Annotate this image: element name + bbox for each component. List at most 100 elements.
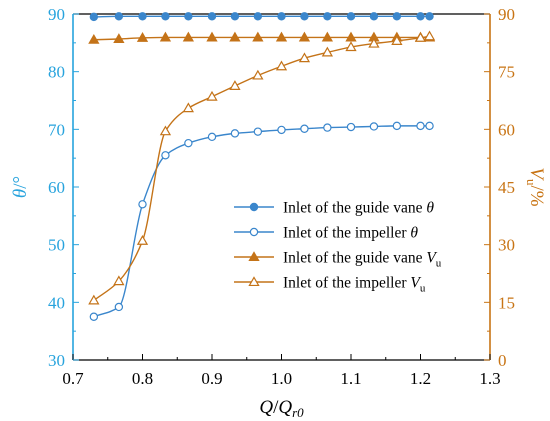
left-y-tick-label: 40 xyxy=(48,293,65,312)
right-y-tick-label: 90 xyxy=(498,5,515,24)
data-point xyxy=(345,41,357,52)
data-point xyxy=(416,12,425,21)
data-point xyxy=(391,35,403,45)
data-point xyxy=(323,12,332,21)
data-point xyxy=(252,69,264,80)
right-axis-title: Vu/% xyxy=(524,167,547,206)
right-y-tick-label: 15 xyxy=(498,293,515,312)
data-point xyxy=(138,200,147,209)
data-point xyxy=(206,31,218,42)
data-point xyxy=(114,12,124,21)
legend-marker xyxy=(248,276,260,287)
x-tick-label: 0.8 xyxy=(132,369,153,388)
data-point xyxy=(277,125,286,135)
data-point xyxy=(207,12,217,21)
series-3 xyxy=(88,31,436,44)
data-point xyxy=(182,102,195,113)
left-y-tick-label: 60 xyxy=(48,178,65,197)
data-point xyxy=(114,302,124,312)
data-point xyxy=(253,127,263,136)
data-point xyxy=(182,31,195,42)
data-point xyxy=(113,275,125,286)
x-tick-label: 1.0 xyxy=(271,369,292,388)
right-y-tick-label: 60 xyxy=(498,120,515,139)
legend-label: Inlet of the guide vane Vu xyxy=(283,250,442,270)
data-point xyxy=(138,12,147,21)
series-4 xyxy=(88,30,436,305)
x-tick-label: 0.9 xyxy=(201,369,222,388)
legend: Inlet of the guide vane θ Inlet of the im… xyxy=(234,200,442,295)
data-point xyxy=(230,12,240,21)
right-y-tick-label: 75 xyxy=(498,63,515,82)
left-y-tick-label: 50 xyxy=(48,236,65,255)
legend-item: Inlet of the impeller Vu xyxy=(234,275,426,295)
data-point xyxy=(88,294,100,305)
series-line xyxy=(93,35,430,301)
data-point xyxy=(161,12,170,21)
data-point xyxy=(423,30,436,41)
legend-marker xyxy=(248,251,260,262)
right-y-tick-label: 0 xyxy=(498,351,507,370)
legend-item: Inlet of the guide vane θ xyxy=(234,200,434,217)
data-point xyxy=(230,129,240,138)
data-point xyxy=(206,90,218,101)
data-point xyxy=(368,37,380,48)
left-y-tick-label: 80 xyxy=(48,63,65,82)
data-point xyxy=(229,80,241,90)
data-point xyxy=(345,31,357,42)
legend-marker xyxy=(249,227,259,237)
data-point xyxy=(369,122,379,131)
right-y-tick-label: 45 xyxy=(498,178,515,197)
left-y-tick-label: 90 xyxy=(48,5,65,24)
x-tick-label: 1.1 xyxy=(340,369,361,388)
data-point xyxy=(300,124,309,133)
data-point xyxy=(346,122,356,132)
data-point xyxy=(113,33,125,44)
data-point xyxy=(425,12,434,21)
legend-label: Inlet of the impeller θ xyxy=(283,225,418,242)
data-point xyxy=(414,32,427,42)
data-point xyxy=(323,123,332,132)
axes: 0.7 0.8 0.9 1.0 1.1 1.2 1.3 30 40 50 60 70 80 90 0 15 30… xyxy=(10,5,547,420)
data-point xyxy=(369,12,379,21)
x-tick-label: 1.2 xyxy=(410,369,431,388)
data-point xyxy=(298,52,311,63)
data-point xyxy=(89,12,99,22)
data-point xyxy=(346,12,356,21)
data-point xyxy=(321,46,334,57)
data-point xyxy=(298,31,311,42)
data-point xyxy=(275,31,288,42)
left-y-tick-label: 30 xyxy=(48,351,65,370)
data-point xyxy=(159,31,172,42)
data-point xyxy=(392,121,402,131)
data-point xyxy=(207,132,217,142)
x-axis-title: Q/Qr0 xyxy=(259,397,304,420)
data-point xyxy=(89,312,99,321)
data-point xyxy=(161,151,170,160)
legend-item: Inlet of the impeller θ xyxy=(234,225,418,242)
data-point xyxy=(184,138,193,148)
x-tick-label: 0.7 xyxy=(62,369,84,388)
data-point xyxy=(184,12,193,21)
data-point xyxy=(229,31,241,42)
data-point xyxy=(88,33,100,44)
data-point xyxy=(159,125,172,136)
series-line xyxy=(93,15,430,18)
data-point xyxy=(275,60,288,71)
series-group xyxy=(88,12,436,321)
series-2 xyxy=(89,121,434,321)
data-point xyxy=(252,31,264,42)
data-point xyxy=(416,121,425,131)
legend-label: Inlet of the guide vane θ xyxy=(283,200,434,217)
data-point xyxy=(321,31,334,42)
right-y-tick-label: 30 xyxy=(498,236,515,255)
left-axis-title: θ/° xyxy=(10,176,31,198)
legend-label: Inlet of the impeller Vu xyxy=(283,275,426,295)
series-line xyxy=(93,36,430,41)
data-point xyxy=(392,12,402,21)
x-tick-label: 1.3 xyxy=(479,369,500,388)
data-point xyxy=(277,12,286,21)
series-1 xyxy=(89,12,434,22)
legend-item: Inlet of the guide vane Vu xyxy=(234,250,442,270)
